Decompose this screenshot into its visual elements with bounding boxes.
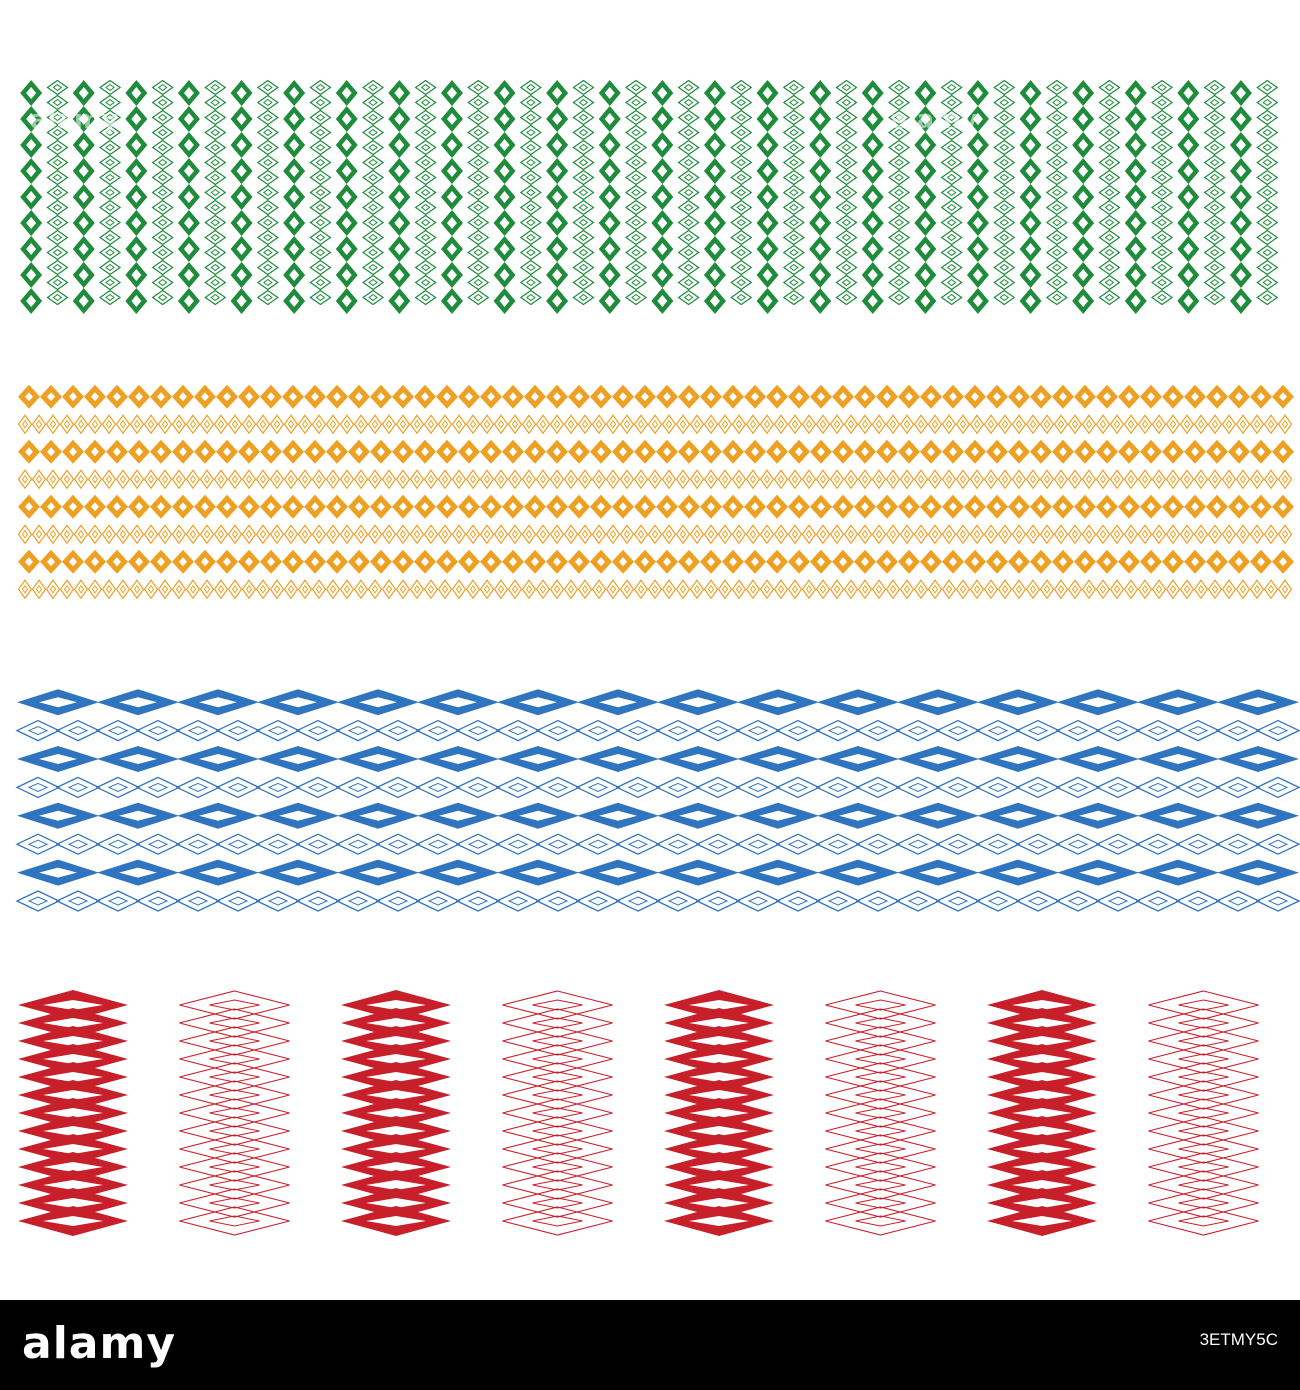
alamy-logo: alamy [22,1318,176,1369]
footer-bar: alamy 3ETMY5C [0,1300,1300,1390]
green-vertical-band [20,79,1279,314]
image-id: 3ETMY5C [1199,1330,1278,1349]
red-panel-band [18,990,1259,1236]
pattern-artwork [15,79,1300,1236]
orange-horizontal-band [17,384,1294,600]
blue-horizontal-band [15,689,1300,912]
